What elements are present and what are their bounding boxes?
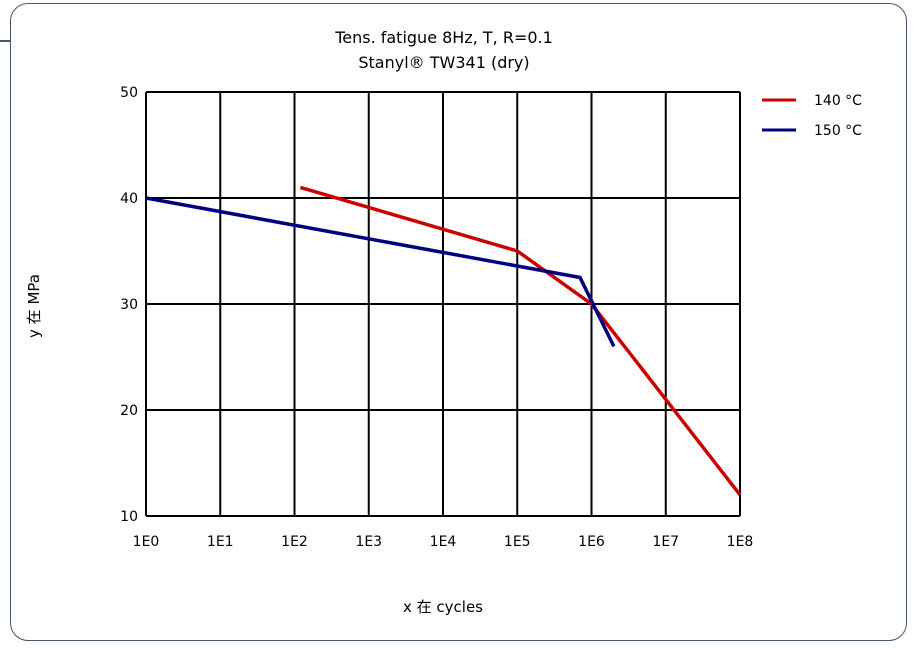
- frame-corner-line: [0, 40, 12, 42]
- x-tick-label: 1E3: [355, 534, 382, 550]
- chart-frame: [10, 3, 907, 641]
- tick-labels: 1E0 1E1 1E2 1E3 1E4 1E5 1E6 1E7 1E8 10 20 30 40 50: [120, 85, 753, 550]
- y-tick-label: 30: [120, 297, 138, 313]
- legend-label: 150 °C: [814, 123, 862, 139]
- y-axis-label: y 在 MPa: [25, 274, 43, 338]
- x-tick-label: 1E7: [652, 534, 679, 550]
- legend: 140 °C 150 °C: [762, 93, 862, 139]
- x-tick-label: 1E0: [133, 534, 160, 550]
- x-tick-label: 1E4: [430, 534, 457, 550]
- x-tick-label: 1E1: [207, 534, 234, 550]
- chart-title: Tens. fatigue 8Hz, T, R=0.1: [334, 28, 553, 47]
- x-axis-label: x 在 cycles: [403, 598, 483, 616]
- chart-subtitle: Stanyl® TW341 (dry): [358, 53, 529, 72]
- legend-label: 140 °C: [814, 93, 862, 109]
- series-line-2: [145, 196, 616, 348]
- x-tick-label: 1E5: [504, 534, 531, 550]
- series-line-1: [299, 185, 742, 496]
- x-tick-label: 1E2: [281, 534, 308, 550]
- y-tick-label: 20: [120, 403, 138, 419]
- series: [145, 185, 742, 496]
- x-tick-label: 1E6: [578, 534, 605, 550]
- y-tick-label: 50: [120, 85, 138, 101]
- grid: [145, 91, 741, 517]
- y-tick-label: 10: [120, 509, 138, 525]
- x-tick-label: 1E8: [727, 534, 754, 550]
- y-tick-label: 40: [120, 191, 138, 207]
